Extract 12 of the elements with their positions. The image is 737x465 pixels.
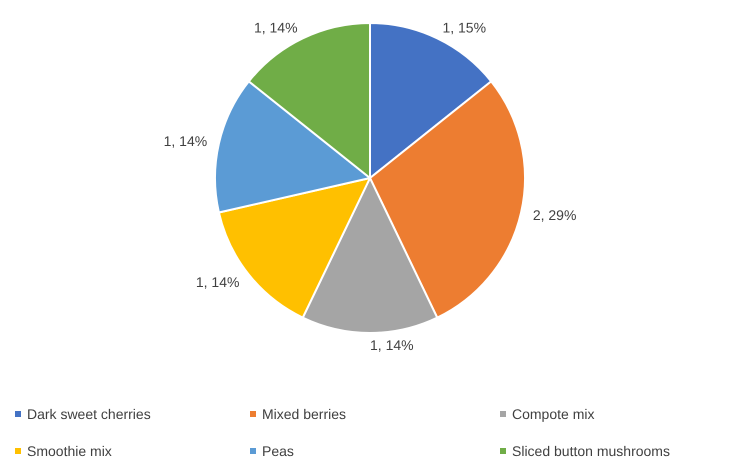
legend-label: Peas (262, 443, 294, 459)
legend-label: Sliced button mushrooms (512, 443, 670, 459)
data-label: 2, 29% (532, 207, 576, 224)
legend-label: Smoothie mix (27, 443, 112, 459)
data-label: 1, 14% (370, 337, 414, 353)
legend-label: Compote mix (512, 406, 594, 422)
data-label: 1, 14% (196, 274, 240, 290)
data-label: 1, 15% (442, 20, 486, 36)
legend-label: Mixed berries (262, 406, 346, 422)
data-label: 1, 14% (164, 132, 208, 149)
data-label: 1, 14% (254, 20, 298, 36)
legend-label: Dark sweet cherries (27, 406, 151, 422)
